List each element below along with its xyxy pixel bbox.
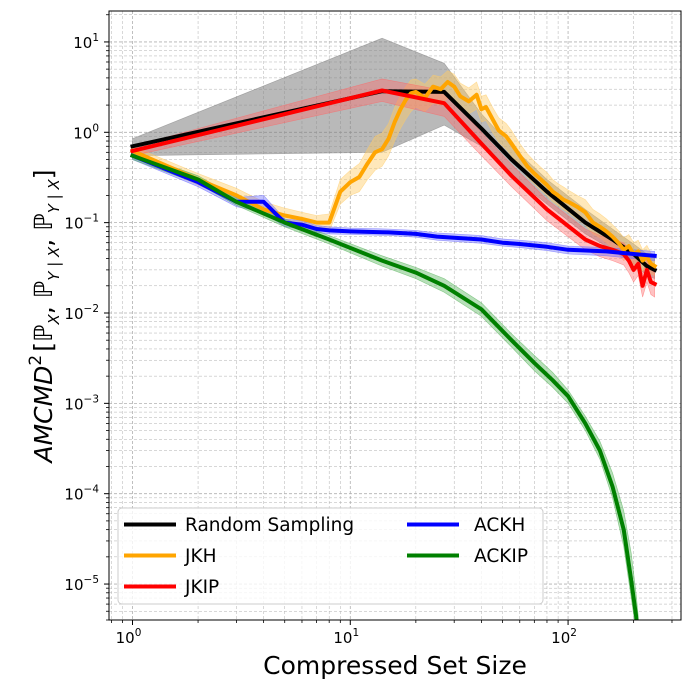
y-axis-title-power: 2: [26, 355, 46, 366]
y-axis-title-sep2: ,: [29, 231, 58, 247]
y-tick-label: 10−5: [64, 574, 99, 594]
y-axis-title: AMCMD2[ℙX, ℙY | X, ℙY | X]: [26, 169, 63, 464]
axis-ticks: 100 101 102 10−5 10−4 10−3 10−2 10−1 100 101: [64, 14, 673, 647]
svg-text:AMCMD2[ℙX, ℙY | X, ℙY | X]: AMCMD2[ℙX, ℙY | X, ℙY | X]: [26, 169, 63, 464]
y-axis-title-p2: ℙ: [29, 281, 58, 299]
plot-series: [129, 37, 658, 620]
y-axis-title-sub3: Y | X: [45, 179, 63, 214]
y-axis-title-sep1: ,: [29, 298, 58, 314]
series-line-jkip: [130, 88, 658, 288]
legend-label-jkip: JKIP: [184, 577, 219, 598]
y-axis-title-close: ]: [29, 169, 58, 179]
legend-label-ackh: ACKH: [474, 515, 525, 536]
y-tick-label: 101: [73, 32, 99, 52]
y-tick-label: 100: [73, 122, 99, 142]
series-line-ackip: [129, 153, 639, 620]
legend-label-ackip: ACKIP: [474, 546, 528, 567]
plot-frame: [108, 10, 682, 621]
band-jkip: [132, 78, 656, 298]
y-tick-label: 10−3: [64, 393, 99, 413]
y-tick-label: 10−1: [64, 213, 99, 233]
x-tick-label: 102: [551, 627, 577, 647]
y-axis-title-p3: ℙ: [29, 213, 58, 231]
band-ackip: [132, 151, 639, 620]
y-tick-label: 10−4: [64, 484, 99, 504]
x-tick-label: 100: [116, 627, 142, 647]
series-line-random-sampling: [130, 89, 658, 273]
x-axis-title: Compressed Set Size: [263, 651, 527, 680]
y-axis-title-sub1: X: [45, 313, 63, 325]
legend: Random Sampling JKH JKIP ACKH ACKIP: [117, 507, 544, 605]
y-axis-title-sub2: Y | X: [45, 246, 63, 281]
y-axis-title-name: AMCMD: [29, 366, 58, 465]
x-tick-label: 101: [333, 627, 359, 647]
y-axis-title-p1: ℙ: [29, 324, 58, 342]
series-line-jkh: [129, 80, 658, 269]
legend-box: [117, 507, 544, 605]
y-tick-label: 10−2: [64, 303, 99, 323]
series-line-ackh: [129, 153, 657, 258]
legend-label-jkh: JKH: [184, 546, 217, 567]
y-axis-title-open: [: [29, 342, 58, 352]
legend-label-random-sampling: Random Sampling: [185, 515, 354, 536]
